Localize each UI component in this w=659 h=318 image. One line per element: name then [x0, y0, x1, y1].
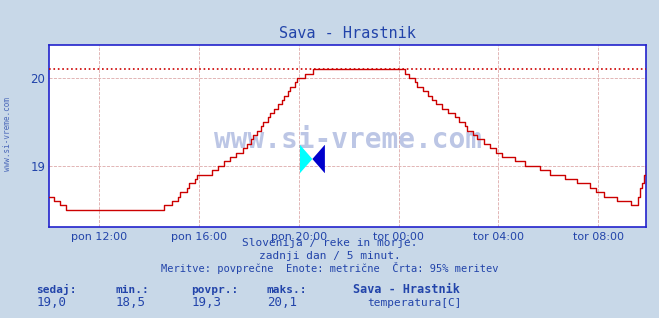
Text: zadnji dan / 5 minut.: zadnji dan / 5 minut.	[258, 251, 401, 261]
Text: sedaj:: sedaj:	[36, 284, 76, 294]
Text: www.si-vreme.com: www.si-vreme.com	[214, 126, 482, 154]
Text: temperatura[C]: temperatura[C]	[367, 298, 461, 308]
Text: 19,3: 19,3	[191, 296, 221, 309]
Text: povpr.:: povpr.:	[191, 285, 239, 294]
Polygon shape	[312, 145, 325, 173]
Text: maks.:: maks.:	[267, 285, 307, 294]
Polygon shape	[300, 145, 312, 173]
Text: min.:: min.:	[115, 285, 149, 294]
Text: Meritve: povprečne  Enote: metrične  Črta: 95% meritev: Meritve: povprečne Enote: metrične Črta:…	[161, 262, 498, 274]
Text: Sava - Hrastnik: Sava - Hrastnik	[353, 283, 459, 295]
Text: 20,1: 20,1	[267, 296, 297, 309]
Text: Slovenija / reke in morje.: Slovenija / reke in morje.	[242, 238, 417, 248]
Text: 18,5: 18,5	[115, 296, 146, 309]
Text: 19,0: 19,0	[36, 296, 67, 309]
Title: Sava - Hrastnik: Sava - Hrastnik	[279, 25, 416, 41]
Text: www.si-vreme.com: www.si-vreme.com	[3, 97, 13, 170]
